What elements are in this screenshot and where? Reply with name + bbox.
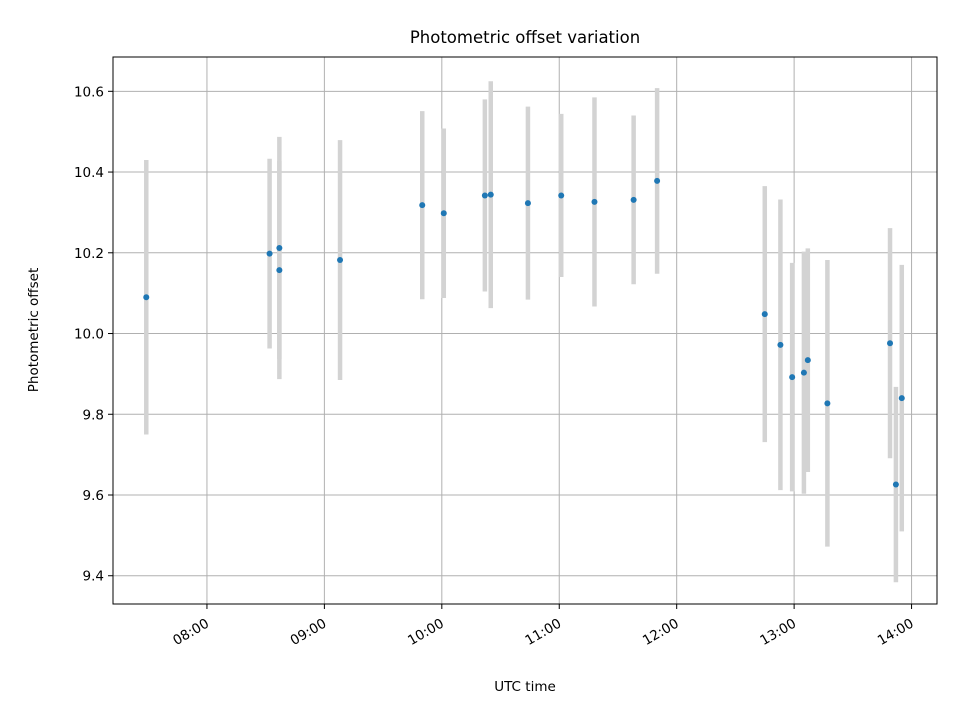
data-point: [266, 250, 273, 257]
data-point: [276, 267, 283, 274]
data-point: [789, 374, 796, 381]
data-point: [654, 177, 661, 184]
data-point: [800, 369, 807, 376]
data-point: [419, 202, 426, 209]
data-point: [824, 400, 831, 407]
y-tick-label: 9.8: [83, 407, 104, 423]
data-point: [558, 192, 565, 199]
data-point: [487, 191, 494, 198]
data-point: [887, 340, 894, 347]
data-points: [143, 177, 905, 488]
x-axis-label: UTC time: [494, 679, 556, 695]
data-point: [440, 210, 447, 217]
y-tick-label: 9.6: [83, 488, 104, 504]
y-axis-label: Photometric offset: [26, 268, 42, 392]
y-tick-label: 9.4: [83, 569, 104, 585]
data-point: [761, 311, 768, 318]
data-point: [276, 244, 283, 251]
data-point: [892, 481, 899, 488]
y-tick-label: 10.2: [74, 246, 104, 262]
data-point: [524, 200, 531, 207]
y-tick-label: 10.0: [74, 327, 104, 343]
data-point: [591, 198, 598, 205]
data-point: [898, 395, 905, 402]
data-point: [630, 196, 637, 203]
data-point: [143, 294, 150, 301]
data-point: [804, 357, 811, 364]
data-point: [481, 192, 488, 199]
y-axis-ticks: 9.4 9.6 9.8 10.0 10.2 10.4 10.6: [74, 84, 113, 585]
y-tick-label: 10.4: [74, 165, 104, 181]
plot-frame: [112, 56, 938, 605]
data-point: [777, 341, 784, 348]
y-tick-label: 10.6: [74, 84, 104, 100]
chart-title: Photometric offset variation: [410, 28, 640, 47]
data-point: [337, 257, 344, 264]
